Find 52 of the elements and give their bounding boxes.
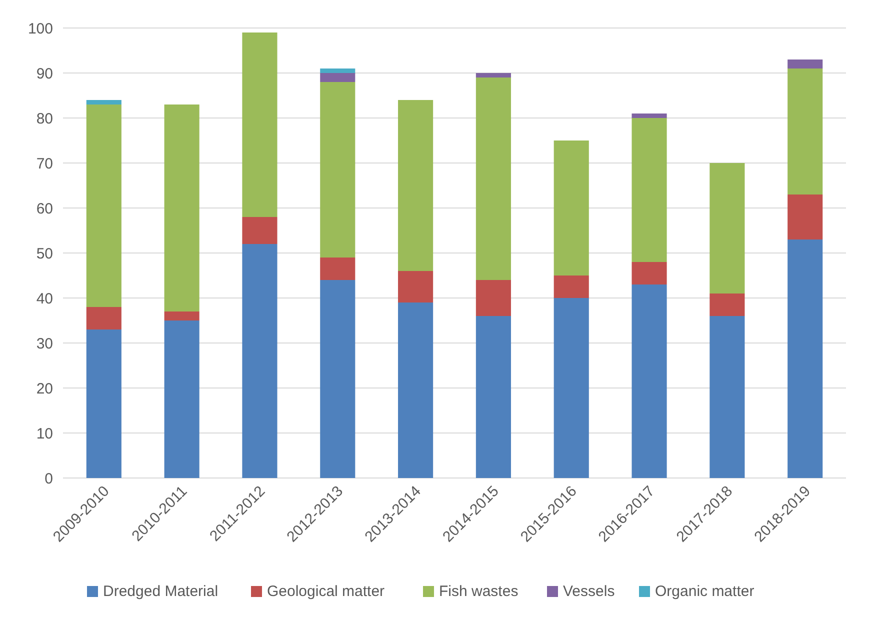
legend-label: Vessels xyxy=(563,583,615,600)
bar xyxy=(86,307,122,330)
bar xyxy=(320,280,356,478)
bar xyxy=(788,194,823,240)
bar xyxy=(476,316,511,478)
bar xyxy=(242,244,278,478)
y-tick-label: 100 xyxy=(28,20,53,38)
bar xyxy=(632,284,667,478)
bar xyxy=(320,82,356,258)
bar xyxy=(476,78,511,280)
bar xyxy=(398,302,434,478)
bar xyxy=(788,240,823,478)
legend-label: Geological matter xyxy=(267,583,385,600)
bar xyxy=(788,60,823,68)
bar xyxy=(632,114,667,118)
bar xyxy=(320,68,356,73)
bar xyxy=(788,68,823,194)
bar xyxy=(164,312,200,320)
y-tick-label: 10 xyxy=(36,425,53,442)
legend-label: Dredged Material xyxy=(103,583,218,600)
bar xyxy=(398,271,434,302)
bar xyxy=(632,262,667,284)
bar xyxy=(554,140,589,276)
bar xyxy=(554,298,589,478)
bar xyxy=(86,104,122,307)
y-tick-label: 90 xyxy=(36,65,53,82)
y-tick-label: 30 xyxy=(36,335,53,352)
bar xyxy=(398,100,434,271)
bar xyxy=(164,104,200,312)
y-tick-label: 50 xyxy=(36,245,53,262)
y-tick-label: 0 xyxy=(44,470,53,488)
bar xyxy=(86,100,122,104)
y-tick-label: 60 xyxy=(36,200,53,218)
y-tick-label: 70 xyxy=(36,155,53,172)
bar xyxy=(86,330,122,478)
bar xyxy=(554,276,589,298)
y-tick-label: 20 xyxy=(36,380,53,398)
bar xyxy=(164,320,200,478)
bar xyxy=(242,32,278,217)
bar xyxy=(476,73,511,78)
bar xyxy=(320,73,356,82)
bar xyxy=(632,118,667,262)
bar xyxy=(476,280,511,316)
legend-label: Fish wastes xyxy=(439,583,518,600)
legend-label: Organic matter xyxy=(655,583,754,600)
bar xyxy=(710,163,745,294)
bar xyxy=(710,316,745,478)
y-tick-label: 40 xyxy=(36,290,53,308)
bar xyxy=(320,258,356,280)
y-tick-label: 80 xyxy=(36,110,53,128)
bar xyxy=(242,217,278,244)
bar xyxy=(710,294,745,316)
